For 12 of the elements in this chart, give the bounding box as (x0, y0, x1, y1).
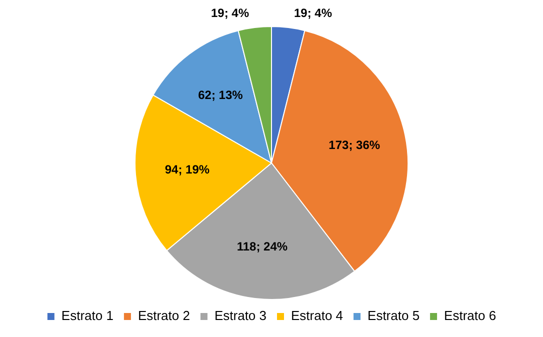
data-label: 19; 4% (294, 6, 332, 20)
legend-label: Estrato 4 (291, 308, 344, 324)
data-label: 19; 4% (210, 6, 250, 20)
legend-label: Estrato 6 (444, 308, 496, 324)
data-label: 94; 19% (164, 162, 210, 177)
legend-label: Estrato 1 (61, 308, 114, 324)
data-label: 173; 36% (328, 138, 380, 152)
legend-label: Estrato 5 (368, 308, 420, 324)
data-label: 118; 24% (236, 239, 288, 254)
legend-label: Estrato 2 (138, 308, 190, 324)
legend-label: Estrato 3 (214, 308, 267, 324)
data-label: 62; 13% (198, 88, 244, 102)
